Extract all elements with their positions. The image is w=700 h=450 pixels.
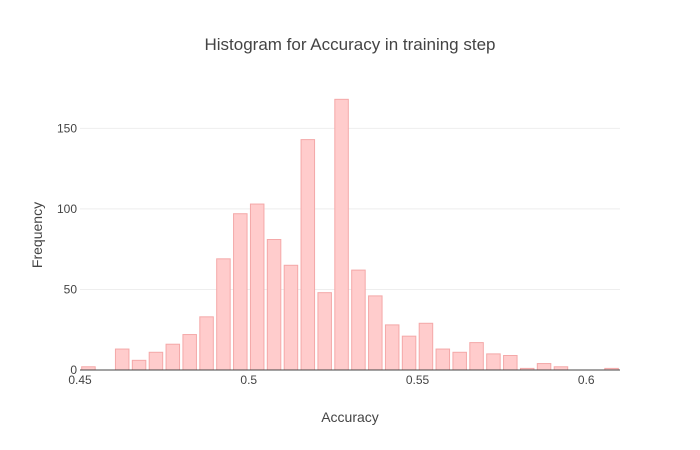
histogram-bar — [283, 264, 299, 371]
histogram-bar — [233, 213, 248, 371]
x-tick-labels: 0.45 0.5 0.55 0.6 — [68, 373, 595, 387]
x-tick-label: 0.5 — [240, 373, 257, 387]
chart-title: Histogram for Accuracy in training step — [204, 35, 495, 54]
histogram-bar — [182, 334, 197, 371]
histogram-bar — [317, 292, 332, 371]
histogram-bar — [469, 342, 484, 371]
x-tick-label: 0.45 — [68, 373, 92, 387]
bars-layer — [81, 98, 619, 371]
histogram-bar — [131, 359, 147, 371]
histogram-bar — [401, 335, 417, 371]
histogram-bar — [452, 351, 467, 371]
histogram-bar — [486, 353, 501, 371]
y-tick-label: 100 — [57, 202, 77, 216]
x-axis-title: Accuracy — [321, 409, 379, 425]
y-tick-label: 0 — [70, 363, 77, 377]
y-axis-title: Frequency — [29, 202, 45, 268]
histogram-bar — [435, 348, 451, 371]
histogram-bar — [351, 269, 366, 371]
histogram-bar — [114, 348, 130, 371]
y-tick-label: 150 — [57, 121, 77, 135]
histogram-bar — [418, 322, 434, 371]
x-tick-label: 0.55 — [406, 373, 430, 387]
grid-layer — [80, 127, 620, 290]
histogram-bar — [165, 343, 181, 371]
y-tick-label: 50 — [64, 282, 78, 296]
histogram-bar — [249, 203, 265, 371]
histogram-bar — [199, 316, 214, 371]
histogram-bar — [503, 355, 518, 371]
histogram-bar — [334, 98, 349, 371]
histogram-bar — [368, 295, 383, 371]
histogram-bar — [536, 363, 552, 371]
histogram-bar — [384, 324, 400, 371]
histogram-bar — [266, 239, 282, 371]
x-tick-label: 0.6 — [578, 373, 595, 387]
histogram-bar — [148, 351, 164, 371]
histogram-bar — [216, 258, 231, 371]
histogram-bar — [300, 139, 316, 371]
y-tick-labels: 0 50 100 150 — [57, 121, 77, 377]
